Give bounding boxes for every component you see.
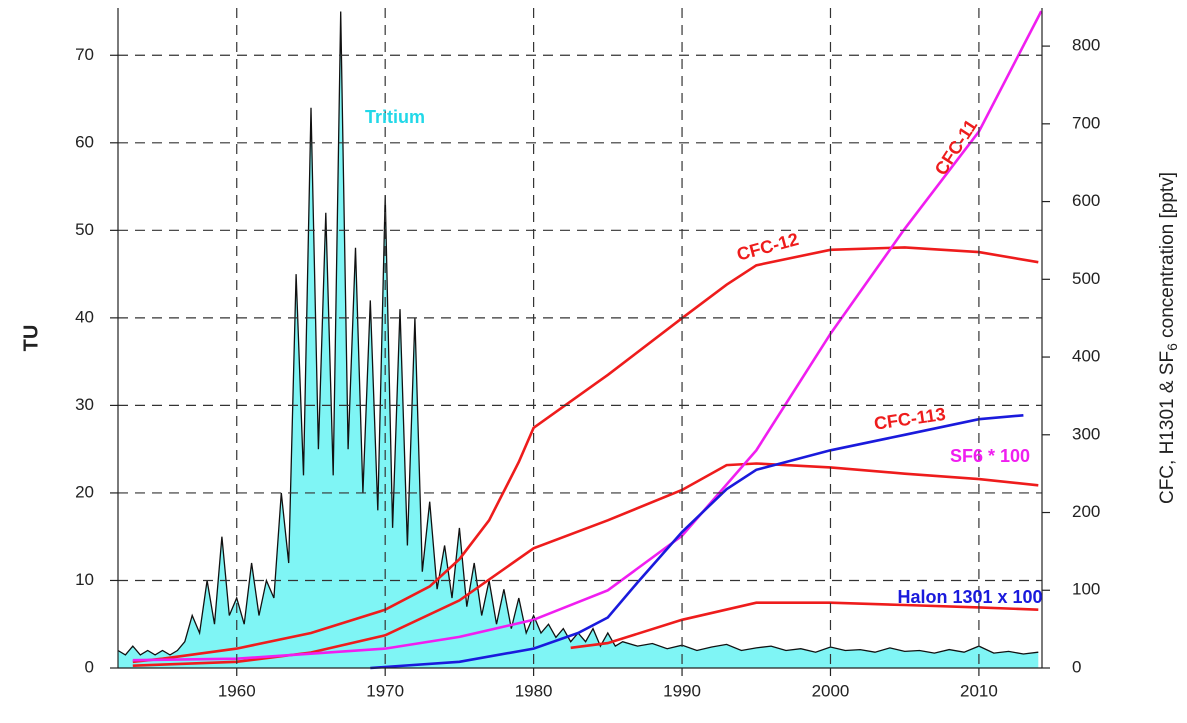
y2-tick-label: 800	[1072, 36, 1100, 55]
series-line	[370, 414, 1024, 670]
y2-tick-label: 100	[1072, 580, 1100, 599]
y-axis-label: TU	[20, 325, 42, 352]
series-line	[132, 10, 1043, 662]
x-tick-label: 1970	[366, 681, 404, 700]
series-label: SF6 * 100	[950, 446, 1030, 466]
series-line	[570, 601, 1039, 650]
y2-tick-label: 700	[1072, 113, 1100, 132]
x-tick-label: 1960	[218, 681, 256, 700]
y2-label-sub: 6	[1164, 343, 1180, 351]
tritium-area	[118, 11, 1039, 668]
series-label: Halon 1301 x 100	[897, 587, 1042, 607]
y2-label-part: concentration [pptv]	[1157, 172, 1178, 343]
x-tick-label: 1990	[663, 681, 701, 700]
y2-tick-label: 200	[1072, 502, 1100, 521]
y2-tick-label: 600	[1072, 191, 1100, 210]
y2-label-part: CFC, H1301 & SF	[1157, 351, 1178, 504]
x-tick-label: 2010	[960, 681, 998, 700]
tritium-line	[117, 11, 1039, 656]
y-tick-label: 60	[75, 132, 94, 151]
y2-tick-label: 0	[1072, 657, 1081, 676]
y-tick-label: 40	[75, 307, 94, 326]
x-tick-label: 2000	[812, 681, 850, 700]
y-tick-label: 0	[85, 657, 94, 676]
y-tick-label: 20	[75, 482, 94, 501]
y-tick-label: 10	[75, 570, 94, 589]
y2-tick-label: 400	[1072, 347, 1100, 366]
series-label: Tritium	[365, 107, 425, 127]
y-tick-label: 30	[75, 395, 94, 414]
series-label: CFC-11	[931, 116, 982, 179]
y2-tick-label: 300	[1072, 424, 1100, 443]
y2-axis-label: CFC, H1301 & SF6 concentration [pptv]	[1157, 172, 1180, 504]
series-line	[132, 246, 1039, 664]
y2-tick-label: 500	[1072, 269, 1100, 288]
y-tick-label: 50	[75, 220, 94, 239]
x-tick-label: 1980	[515, 681, 553, 700]
series-line	[132, 462, 1039, 667]
y-tick-label: 70	[75, 45, 94, 64]
